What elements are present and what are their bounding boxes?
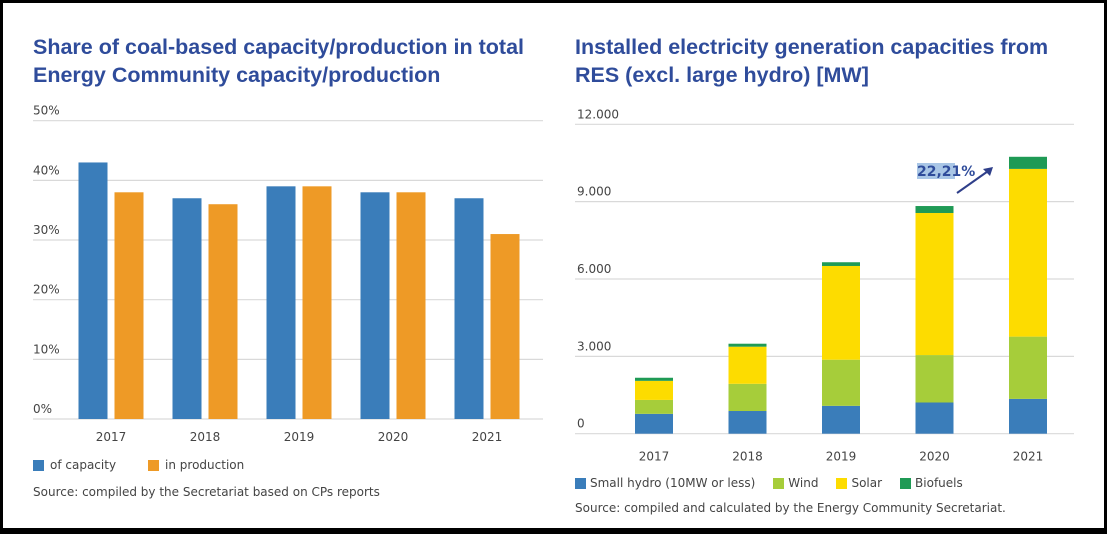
bar-capacity-2017 (78, 162, 108, 419)
legend-label-wind: Wind (788, 476, 819, 490)
y-tick-label: 20% (33, 283, 60, 297)
y-tick-label: 50% (33, 104, 60, 118)
bar-segment-biofuels-2021 (1009, 156, 1047, 169)
bar-segment-biofuels-2018 (728, 343, 767, 347)
y-tick-label: 0 (577, 417, 585, 431)
source-note-coal: Source: compiled by the Secretariat base… (33, 485, 380, 499)
bar-production-2019 (302, 186, 332, 419)
bar-capacity-2021 (454, 198, 484, 419)
y-tick-label: 9.000 (577, 185, 611, 199)
bar-segment-small-2018 (728, 411, 767, 434)
legend-label-solar: Solar (851, 476, 883, 490)
y-tick-label: 10% (33, 342, 60, 356)
source-note-res: Source: compiled and calculated by the E… (575, 501, 1006, 515)
bar-production-2018 (208, 204, 238, 419)
bar-segment-wind-2017 (635, 399, 673, 414)
x-tick-label: 2017 (639, 450, 670, 464)
legend-swatch-capacity (33, 459, 44, 471)
annotation-highlight (917, 163, 955, 179)
legend-swatch-biofuels (900, 477, 912, 489)
y-tick-label: 0% (33, 402, 52, 416)
legend-swatch-wind (773, 477, 785, 489)
chart-title-coal: Share of coal-based capacity/production … (33, 35, 525, 87)
figure-panel: Share of coal-based capacity/production … (3, 3, 1104, 528)
bar-segment-biofuels-2019 (822, 262, 860, 266)
bar-production-2020 (396, 192, 426, 419)
y-tick-label: 30% (33, 223, 60, 237)
bar-production-2021 (490, 234, 520, 419)
bar-segment-small-2019 (822, 405, 860, 434)
x-tick-label: 2020 (378, 430, 409, 444)
legend-coal: of capacity in production (33, 458, 244, 472)
y-tick-label: 12.000 (577, 107, 619, 121)
x-tick-label: 2019 (284, 430, 315, 444)
x-tick-label: 2020 (919, 450, 950, 464)
legend-label-capacity: of capacity (50, 458, 117, 472)
legend-res: Small hydro (10MW or less) Wind Solar Bi… (575, 476, 963, 490)
y-tick-label: 3.000 (577, 339, 611, 353)
x-tick-label: 2018 (190, 430, 221, 444)
bar-segment-wind-2018 (728, 383, 767, 412)
x-tick-label: 2019 (826, 450, 857, 464)
legend-label-production: in production (165, 458, 245, 472)
x-tick-label: 2021 (1013, 450, 1044, 464)
bar-segment-solar-2019 (822, 265, 860, 360)
bar-segment-wind-2021 (1009, 336, 1047, 399)
bar-segment-small-2020 (915, 402, 954, 434)
y-tick-label: 40% (33, 163, 60, 177)
x-tick-label: 2018 (732, 450, 763, 464)
bar-segment-biofuels-2017 (635, 377, 673, 381)
legend-swatch-solar (836, 477, 848, 489)
bar-segment-small-2021 (1009, 398, 1047, 434)
x-tick-label: 2021 (472, 430, 503, 444)
bar-segment-wind-2020 (915, 355, 954, 403)
bar-segment-solar-2018 (728, 346, 767, 384)
legend-swatch-production (148, 459, 160, 471)
growth-arrowhead-icon (983, 167, 993, 176)
legend-label-biofuels: Biofuels (915, 476, 963, 490)
chart-title-res: Installed electricity generation capacit… (575, 35, 1049, 87)
bar-segment-solar-2020 (915, 212, 954, 356)
bar-segment-biofuels-2020 (915, 206, 954, 213)
legend-label-small-hydro: Small hydro (10MW or less) (590, 476, 756, 490)
bar-segment-solar-2017 (635, 380, 673, 400)
x-tick-label: 2017 (96, 430, 127, 444)
bar-capacity-2019 (266, 186, 296, 419)
bar-segment-small-2017 (635, 413, 673, 434)
coal-share-chart: 0% 10% 20% 30% 40% 50% 2017 2018 2019 2020 2021 0 3.… (33, 104, 1074, 464)
y-tick-label: 6.000 (577, 262, 611, 276)
bar-segment-wind-2019 (822, 359, 860, 406)
legend-swatch-small-hydro (575, 477, 586, 489)
bar-production-2017 (114, 192, 144, 419)
bar-segment-solar-2021 (1009, 168, 1047, 337)
bar-capacity-2020 (360, 192, 390, 419)
bar-capacity-2018 (172, 198, 202, 419)
growth-annotation: 22,21% (917, 164, 975, 180)
growth-arrow-icon (956, 168, 992, 194)
